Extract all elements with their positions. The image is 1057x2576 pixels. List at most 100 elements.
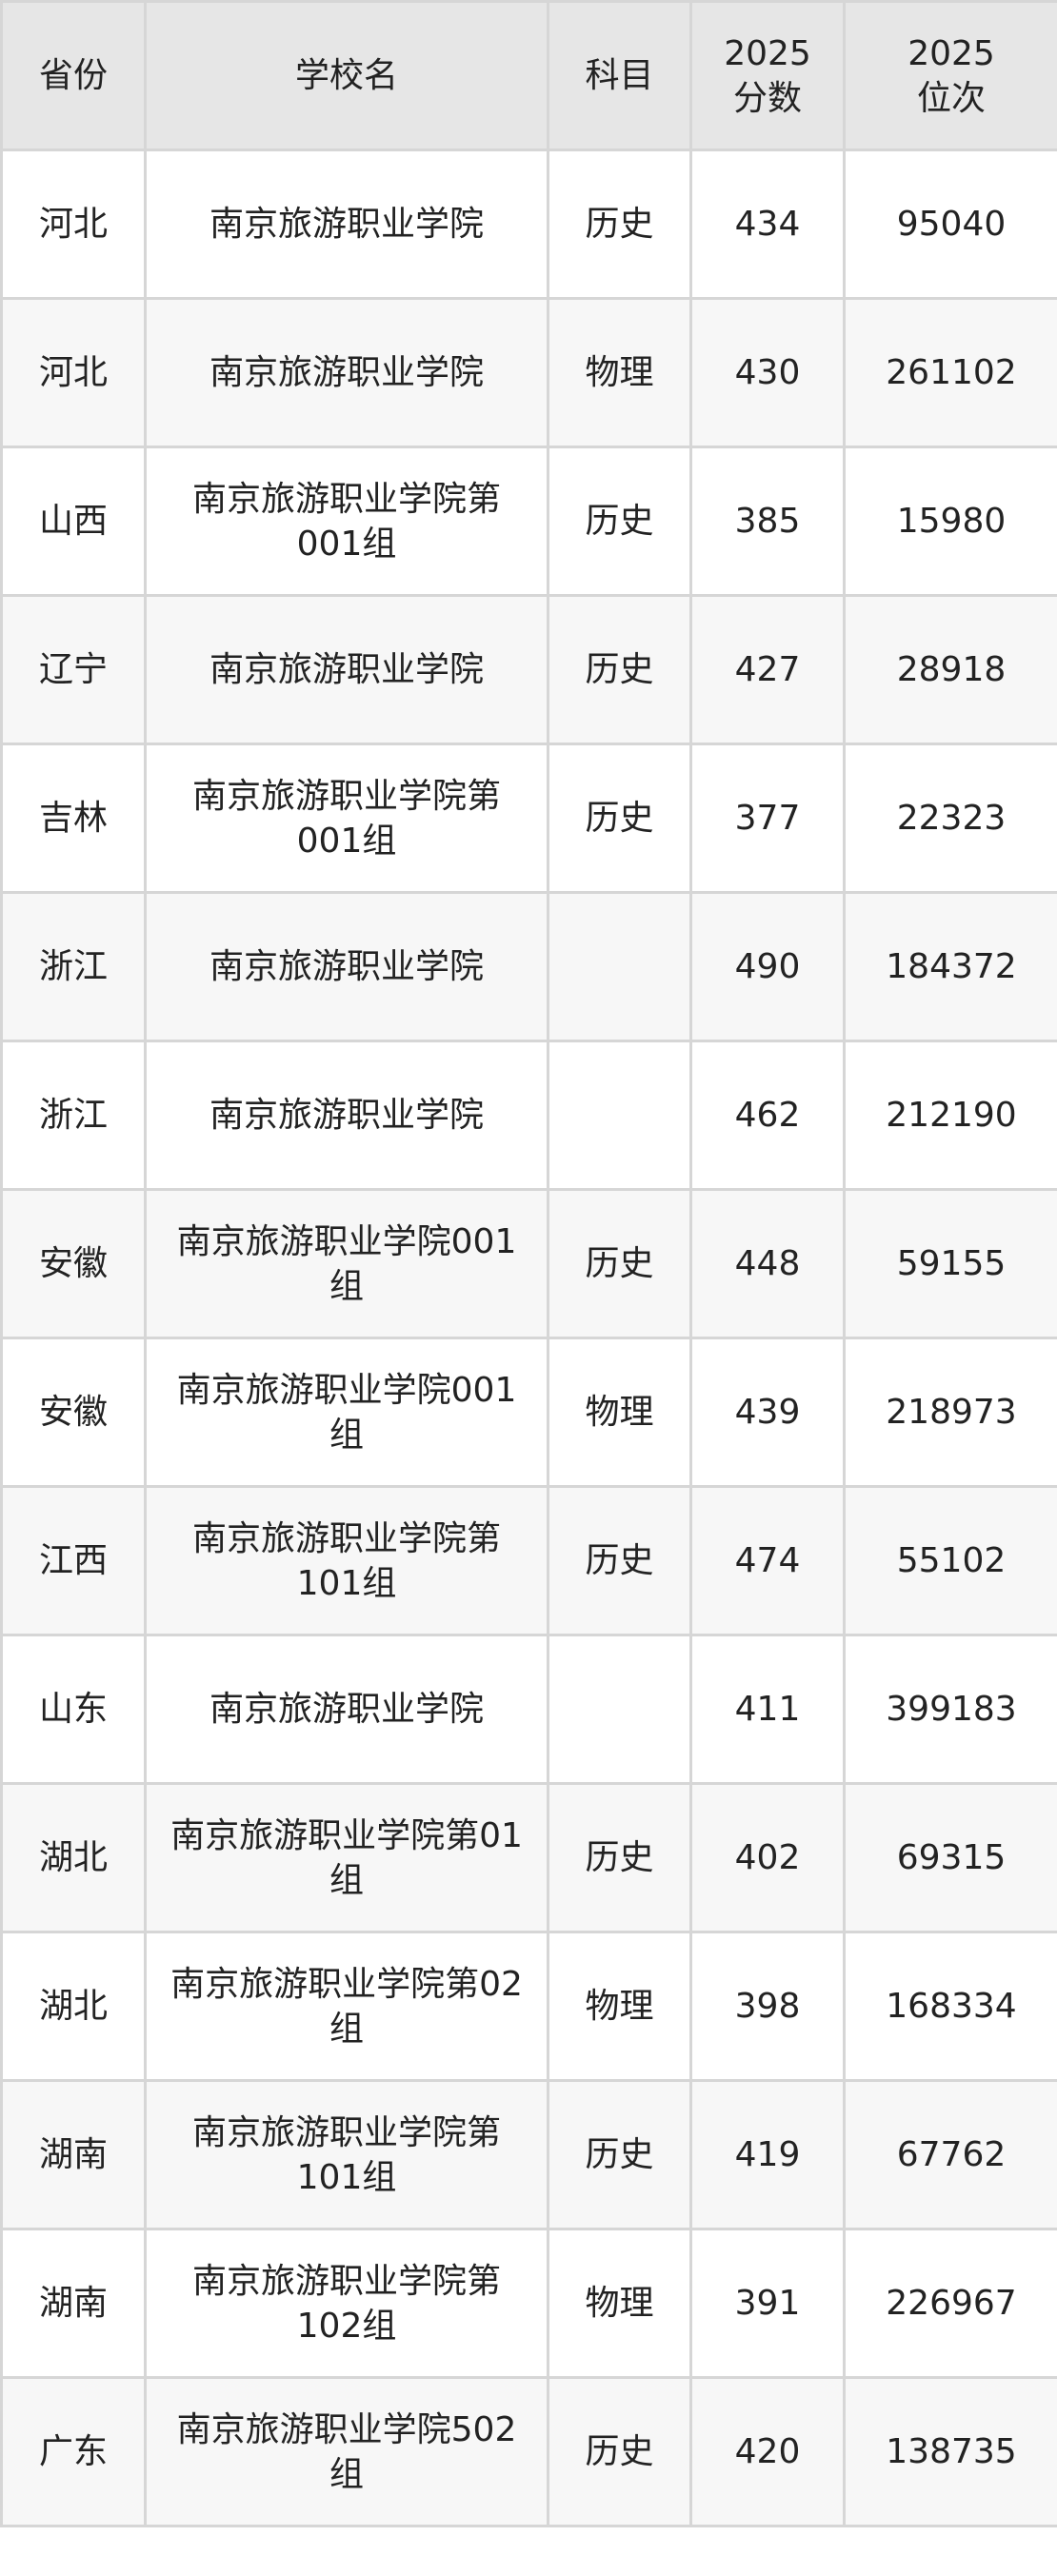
cell-province: 浙江: [0, 1040, 147, 1191]
cell-score: 402: [689, 1782, 846, 1933]
cell-rank: 399183: [843, 1634, 1057, 1785]
cell-rank: 218973: [843, 1337, 1057, 1488]
cell-province: 安徽: [0, 1188, 147, 1339]
table-row: 湖南 南京旅游职业学院第102组 物理 391 226967: [0, 2228, 1057, 2379]
header-label: 位次: [916, 78, 986, 118]
table-row: 浙江 南京旅游职业学院 462 212190: [0, 1040, 1057, 1191]
cell-subject: 历史: [547, 1188, 692, 1339]
cell-rank: 168334: [843, 1931, 1057, 2082]
table-row: 浙江 南京旅游职业学院 490 184372: [0, 891, 1057, 1042]
header-label: 科目: [585, 56, 654, 95]
cell-school-name: 南京旅游职业学院: [144, 891, 549, 1042]
table-row: 山东 南京旅游职业学院 411 399183: [0, 1634, 1057, 1785]
cell-province: 湖南: [0, 2228, 147, 2379]
table-header-row: 省份 学校名 科目 2025 分数 2025 位次: [0, 0, 1057, 151]
cell-school-name: 南京旅游职业学院: [144, 149, 549, 300]
cell-rank: 67762: [843, 2079, 1057, 2230]
cell-school-name: 南京旅游职业学院: [144, 594, 549, 745]
cell-score: 462: [689, 1040, 846, 1191]
cell-score: 430: [689, 297, 846, 448]
cell-score: 420: [689, 2376, 846, 2527]
table-row: 河北 南京旅游职业学院 历史 434 95040: [0, 149, 1057, 300]
cell-province: 湖北: [0, 1931, 147, 2082]
cell-rank: 69315: [843, 1782, 1057, 1933]
cell-subject: 历史: [547, 2079, 692, 2230]
cell-subject: 历史: [547, 1782, 692, 1933]
table-row: 河北 南京旅游职业学院 物理 430 261102: [0, 297, 1057, 448]
header-label: 2025: [907, 33, 995, 73]
header-label: 学校名: [294, 56, 398, 95]
cell-subject: [547, 1634, 692, 1785]
cell-rank: 55102: [843, 1485, 1057, 1636]
table-row: 湖北 南京旅游职业学院第01组 历史 402 69315: [0, 1782, 1057, 1933]
cell-province: 安徽: [0, 1337, 147, 1488]
cell-score: 474: [689, 1485, 846, 1636]
cell-school-name: 南京旅游职业学院: [144, 297, 549, 448]
cell-score: 398: [689, 1931, 846, 2082]
cell-score: 419: [689, 2079, 846, 2230]
cell-school-name: 南京旅游职业学院502组: [144, 2376, 549, 2527]
cell-school-name: 南京旅游职业学院001组: [144, 1337, 549, 1488]
cell-subject: 历史: [547, 1485, 692, 1636]
cell-subject: 历史: [547, 2376, 692, 2527]
header-province: 省份: [0, 0, 147, 151]
cell-province: 河北: [0, 149, 147, 300]
cell-rank: 226967: [843, 2228, 1057, 2379]
header-rank: 2025 位次: [843, 0, 1057, 151]
cell-province: 浙江: [0, 891, 147, 1042]
header-score: 2025 分数: [689, 0, 846, 151]
table-row: 辽宁 南京旅游职业学院 历史 427 28918: [0, 594, 1057, 745]
cell-rank: 95040: [843, 149, 1057, 300]
table-row: 江西 南京旅游职业学院第101组 历史 474 55102: [0, 1485, 1057, 1636]
cell-score: 490: [689, 891, 846, 1042]
cell-school-name: 南京旅游职业学院: [144, 1040, 549, 1191]
cell-province: 山东: [0, 1634, 147, 1785]
cell-score: 439: [689, 1337, 846, 1488]
cell-school-name: 南京旅游职业学院第101组: [144, 2079, 549, 2230]
cell-score: 385: [689, 446, 846, 597]
cell-subject: 物理: [547, 2228, 692, 2379]
header-label: 省份: [38, 56, 108, 95]
cell-subject: 物理: [547, 1931, 692, 2082]
cell-rank: 15980: [843, 446, 1057, 597]
cell-school-name: 南京旅游职业学院第001组: [144, 446, 549, 597]
cell-province: 湖南: [0, 2079, 147, 2230]
cell-score: 427: [689, 594, 846, 745]
cell-subject: 历史: [547, 149, 692, 300]
cell-school-name: 南京旅游职业学院001组: [144, 1188, 549, 1339]
cell-province: 江西: [0, 1485, 147, 1636]
cell-rank: 138735: [843, 2376, 1057, 2527]
cell-score: 391: [689, 2228, 846, 2379]
table-row: 山西 南京旅游职业学院第001组 历史 385 15980: [0, 446, 1057, 597]
table-row: 吉林 南京旅游职业学院第001组 历史 377 22323: [0, 743, 1057, 894]
table-row: 湖北 南京旅游职业学院第02组 物理 398 168334: [0, 1931, 1057, 2082]
cell-subject: [547, 1040, 692, 1191]
cell-subject: 历史: [547, 743, 692, 894]
cell-score: 448: [689, 1188, 846, 1339]
cell-school-name: 南京旅游职业学院第102组: [144, 2228, 549, 2379]
header-school-name: 学校名: [144, 0, 549, 151]
cell-province: 辽宁: [0, 594, 147, 745]
cell-province: 湖北: [0, 1782, 147, 1933]
cell-school-name: 南京旅游职业学院第101组: [144, 1485, 549, 1636]
cell-school-name: 南京旅游职业学院: [144, 1634, 549, 1785]
header-label: 分数: [732, 78, 802, 118]
table-row: 安徽 南京旅游职业学院001组 物理 439 218973: [0, 1337, 1057, 1488]
table-row: 广东 南京旅游职业学院502组 历史 420 138735: [0, 2376, 1057, 2527]
table-row: 湖南 南京旅游职业学院第101组 历史 419 67762: [0, 2079, 1057, 2230]
header-subject: 科目: [547, 0, 692, 151]
cell-subject: 物理: [547, 1337, 692, 1488]
cell-rank: 261102: [843, 297, 1057, 448]
cell-rank: 184372: [843, 891, 1057, 1042]
cell-province: 河北: [0, 297, 147, 448]
cell-subject: 历史: [547, 446, 692, 597]
cell-rank: 59155: [843, 1188, 1057, 1339]
cell-subject: 物理: [547, 297, 692, 448]
cell-province: 吉林: [0, 743, 147, 894]
cell-rank: 22323: [843, 743, 1057, 894]
header-label: 2025: [724, 33, 811, 73]
cell-school-name: 南京旅游职业学院第001组: [144, 743, 549, 894]
cell-subject: [547, 891, 692, 1042]
cell-rank: 28918: [843, 594, 1057, 745]
